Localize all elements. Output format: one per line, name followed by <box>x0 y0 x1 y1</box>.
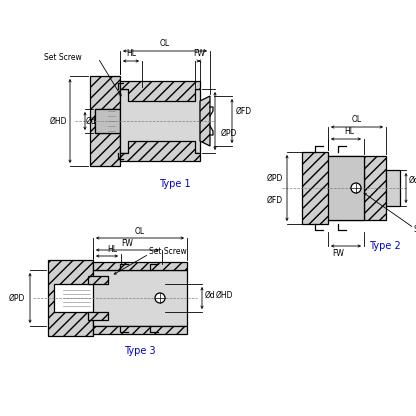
Polygon shape <box>88 312 108 320</box>
Text: HL: HL <box>344 127 354 136</box>
Polygon shape <box>200 96 210 146</box>
Polygon shape <box>88 276 108 284</box>
Text: ØPD: ØPD <box>267 173 283 183</box>
Text: HL: HL <box>107 245 117 253</box>
Polygon shape <box>48 260 93 336</box>
Polygon shape <box>386 170 400 206</box>
Polygon shape <box>90 76 120 166</box>
Text: OL: OL <box>352 116 362 124</box>
Text: FW: FW <box>193 50 206 59</box>
Polygon shape <box>302 152 364 224</box>
Polygon shape <box>120 141 200 161</box>
Text: ØPD: ØPD <box>9 294 25 302</box>
Text: FW: FW <box>121 238 134 248</box>
Polygon shape <box>93 326 187 334</box>
Text: OL: OL <box>135 226 145 235</box>
Polygon shape <box>328 156 364 220</box>
Text: Set Screw: Set Screw <box>149 248 187 257</box>
Text: Set Screw: Set Screw <box>414 225 416 235</box>
Text: ØHD: ØHD <box>215 290 233 300</box>
Text: ØHD: ØHD <box>49 116 67 126</box>
Text: Ød: Ød <box>205 290 215 300</box>
Text: HL: HL <box>126 50 136 59</box>
Circle shape <box>351 183 361 193</box>
Polygon shape <box>93 262 187 270</box>
Text: Type 1: Type 1 <box>159 179 191 189</box>
Text: Type 2: Type 2 <box>369 241 401 251</box>
Text: Type 3: Type 3 <box>124 346 156 356</box>
Text: FW: FW <box>332 248 344 258</box>
Text: OL: OL <box>160 40 170 49</box>
Text: Set Screw: Set Screw <box>44 54 82 62</box>
Polygon shape <box>120 89 200 153</box>
Polygon shape <box>120 81 200 101</box>
Text: Ød: Ød <box>86 116 97 126</box>
Polygon shape <box>93 270 187 326</box>
Polygon shape <box>364 156 386 220</box>
Text: ØFD: ØFD <box>236 106 252 116</box>
Text: ØPD: ØPD <box>221 129 237 138</box>
Polygon shape <box>95 109 120 133</box>
Text: ØFD: ØFD <box>267 196 283 205</box>
Text: Ød: Ød <box>409 176 416 185</box>
Circle shape <box>155 293 165 303</box>
